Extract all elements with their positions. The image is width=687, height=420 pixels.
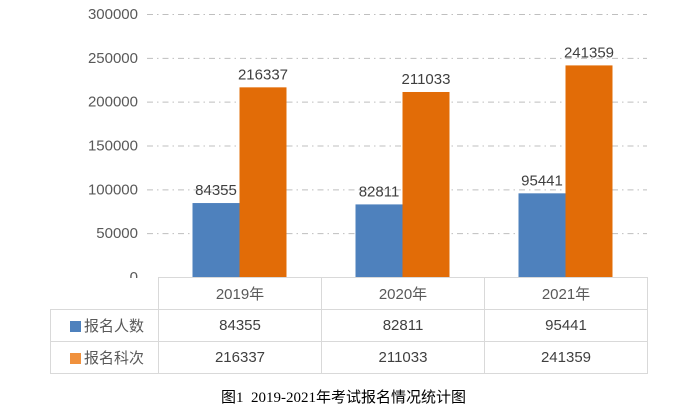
value-series2-2019: 216337 bbox=[158, 341, 322, 374]
value-series2-2020: 211033 bbox=[321, 341, 485, 374]
bar-报名科次-2020年 bbox=[402, 91, 450, 277]
column-header-2021: 2021年 bbox=[484, 277, 648, 310]
bar-报名人数-2020年 bbox=[355, 204, 403, 277]
table-row-series-1: 报名人数 84355 82811 95441 bbox=[50, 309, 648, 342]
value-series1-2021: 95441 bbox=[484, 309, 648, 342]
series-1-label: 报名人数 bbox=[83, 318, 144, 335]
bar-value-label-报名人数-2020年: 82811 bbox=[359, 183, 400, 200]
y-axis-tick-label-0: 0 bbox=[130, 269, 138, 285]
value-series2-2021: 241359 bbox=[484, 341, 648, 374]
legend-swatch-orange-icon bbox=[69, 353, 81, 364]
row-header-series-1: 报名人数 bbox=[50, 309, 159, 342]
series-2-label: 报名科次 bbox=[83, 350, 144, 367]
bar-报名人数-2019年 bbox=[192, 203, 240, 277]
column-header-2019: 2019年 bbox=[158, 277, 322, 310]
bar-value-label-报名人数-2019年: 84355 bbox=[195, 182, 237, 199]
bar-报名人数-2021年 bbox=[518, 193, 566, 277]
value-series1-2020: 82811 bbox=[321, 309, 485, 342]
bar-value-label-报名科次-2020年: 211033 bbox=[402, 71, 451, 88]
data-table: 2019年 2020年 2021年 报名人数 84355 82811 95441… bbox=[50, 277, 648, 374]
y-axis-tick-label-300000: 300000 bbox=[88, 6, 138, 23]
bar-value-label-报名人数-2021年: 95441 bbox=[521, 172, 563, 189]
table-corner-cell bbox=[50, 277, 159, 310]
legend-swatch-blue-icon bbox=[69, 321, 81, 332]
bar-chart-plot-area: 300000 250000 200000 150000 100000 50000 0 8435… bbox=[88, 6, 647, 285]
bar-报名科次-2021年 bbox=[565, 65, 613, 278]
y-axis-tick-label-50000: 50000 bbox=[96, 225, 138, 242]
bar-报名科次-2019年 bbox=[239, 87, 287, 277]
row-header-series-2: 报名科次 bbox=[50, 341, 159, 374]
value-series1-2019: 84355 bbox=[158, 309, 322, 342]
bar-value-label-报名科次-2021年: 241359 bbox=[564, 44, 614, 61]
column-header-2020: 2020年 bbox=[321, 277, 485, 310]
y-axis-tick-label-200000: 200000 bbox=[88, 94, 138, 111]
table-row-series-2: 报名科次 216337 211033 241359 bbox=[50, 341, 648, 374]
y-axis-tick-label-150000: 150000 bbox=[88, 138, 138, 155]
table-header-row: 2019年 2020年 2021年 bbox=[50, 277, 648, 310]
bar-value-label-报名科次-2019年: 216337 bbox=[238, 66, 288, 83]
y-axis-tick-label-100000: 100000 bbox=[88, 181, 138, 198]
y-axis-tick-label-250000: 250000 bbox=[88, 50, 138, 67]
figure-caption: 图1 2019-2021年考试报名情况统计图 bbox=[221, 390, 466, 406]
